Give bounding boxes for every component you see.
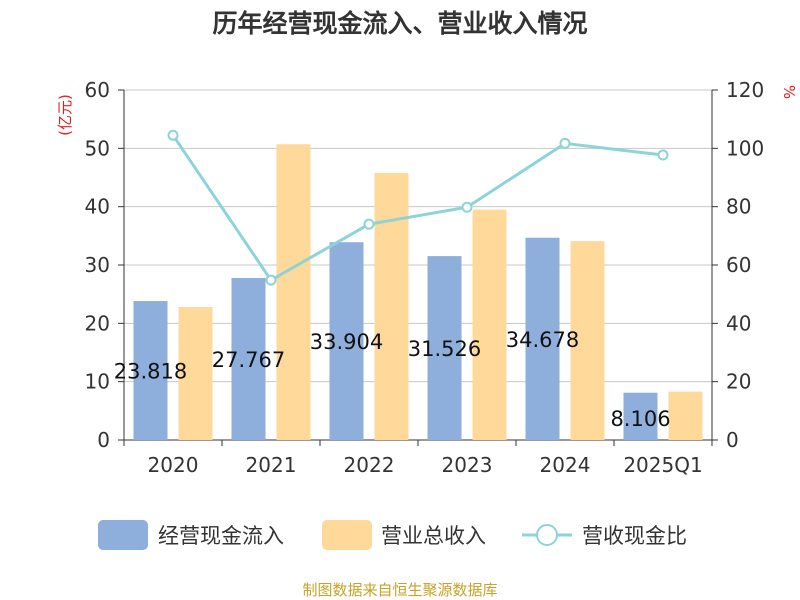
x-tick-label: 2022 [344,453,395,477]
bar-cash-inflow [623,392,658,440]
legend-swatch [98,520,148,550]
right-axis-label: % [780,85,798,99]
left-tick-label: 10 [85,370,110,394]
x-tick-label: 2020 [148,453,199,477]
x-tick-label: 2024 [540,453,591,477]
line-point [461,201,473,213]
left-tick-label: 30 [85,253,110,277]
left-tick-label: 20 [85,311,110,335]
x-tick-label: 2021 [246,453,297,477]
legend-label: 经营现金流入 [158,524,284,548]
right-tick-label: 0 [726,428,739,452]
bar-cash-inflow [231,278,266,440]
line-point [559,137,571,149]
bar-revenue [374,172,409,441]
bar-revenue [668,391,703,440]
left-tick-label: 60 [85,78,110,102]
line-point [657,149,669,161]
right-tick-label: 80 [726,195,751,219]
data-label: 27.767 [212,348,285,372]
x-tick-label: 2025Q1 [623,453,702,477]
bar-revenue [472,209,507,440]
bar-cash-inflow [525,237,560,440]
chart-title: 历年经营现金流入、营业收入情况 [212,9,588,38]
source-note: 制图数据来自恒生聚源数据库 [302,581,498,599]
left-tick-label: 40 [85,195,110,219]
right-tick-label: 40 [726,311,751,335]
legend-marker [536,524,558,546]
legend-swatch [322,520,372,550]
data-label: 33.904 [310,330,383,354]
bar-revenue [570,241,605,440]
bar-cash-inflow [427,256,462,440]
data-label: 31.526 [408,337,481,361]
line-point [265,274,277,286]
left-tick-label: 50 [85,136,110,160]
right-tick-label: 60 [726,253,751,277]
x-tick-label: 2023 [442,453,493,477]
data-label: 8.106 [610,407,670,431]
data-label: 23.818 [114,360,187,384]
right-tick-label: 100 [726,136,764,160]
bar-cash-inflow [133,301,168,440]
legend-label: 营业总收入 [381,524,486,548]
left-axis-label: (亿元) [56,94,74,136]
right-tick-label: 120 [726,78,764,102]
bar-cash-inflow [329,242,364,440]
left-tick-label: 0 [97,428,110,452]
bar-revenue [178,307,213,440]
bar-revenue [276,144,311,440]
legend-label: 营收现金比 [582,524,687,548]
line-ratio-series [171,134,664,283]
line-point [167,129,179,141]
data-label: 34.678 [506,328,579,352]
right-tick-label: 20 [726,370,751,394]
line-point [363,218,375,230]
